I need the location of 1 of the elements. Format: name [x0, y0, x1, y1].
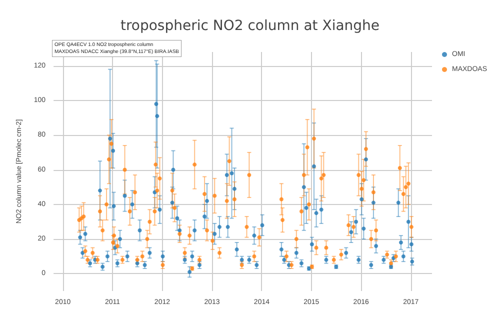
chart-title: tropospheric NO2 column at Xianghe: [120, 18, 380, 34]
